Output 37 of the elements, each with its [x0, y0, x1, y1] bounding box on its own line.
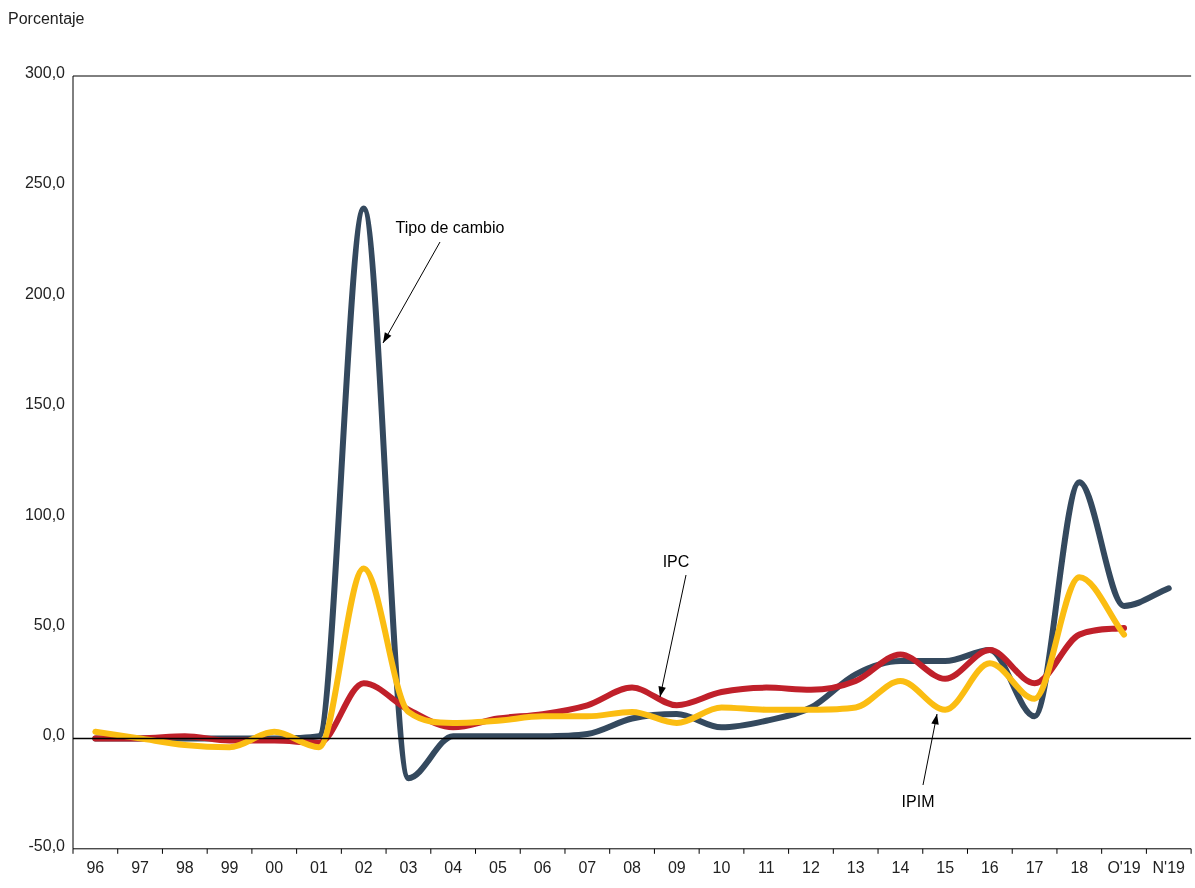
y-tick-label: 0,0: [42, 726, 66, 744]
x-tick-label: 05: [488, 858, 507, 876]
text: IPC: [662, 553, 690, 571]
x-tick-label: 10: [712, 858, 731, 876]
x-tick-label: 98: [175, 858, 194, 876]
x-tick-label: 18: [1070, 858, 1089, 876]
x-tick-label: 97: [131, 858, 150, 876]
y-tick-label: 250,0: [24, 174, 66, 192]
x-tick-label: 16: [980, 858, 999, 876]
y-tick-label: 300,0: [24, 64, 66, 81]
x-tick-label: 02: [354, 858, 373, 876]
x-tick-label: 12: [802, 858, 820, 876]
x-tick-label: N'19: [1152, 858, 1186, 876]
x-tick-label: O'19: [1107, 858, 1141, 876]
y-tick-label: 100,0: [24, 505, 66, 523]
x-tick-label: 96: [86, 858, 105, 876]
x-tick-label: 03: [399, 858, 418, 876]
x-tick-label: 06: [533, 858, 552, 876]
x-tick-label: 00: [265, 858, 284, 876]
series-label: Tipo de cambio: [395, 219, 505, 237]
text: IPIM: [901, 793, 935, 811]
x-tick-label: 17: [1025, 858, 1044, 876]
x-tick-label: 04: [444, 858, 463, 876]
x-tick-label: 15: [936, 858, 955, 876]
x-tick-label: 11: [757, 858, 775, 876]
y-axis-title: Porcentaje: [8, 10, 85, 28]
y-tick-label: 150,0: [24, 395, 66, 413]
y-tick-label: 50,0: [33, 616, 66, 633]
y-tick-label: 200,0: [24, 284, 66, 302]
x-tick-label: 07: [578, 858, 597, 876]
x-tick-label: 01: [310, 858, 328, 876]
x-tick-label: 13: [846, 858, 865, 876]
x-tick-label: 09: [667, 858, 686, 876]
y-tick-label: -50,0: [28, 836, 66, 854]
x-tick-label: 08: [623, 858, 642, 876]
x-tick-label: 99: [220, 858, 239, 876]
x-tick-label: 14: [891, 858, 910, 876]
